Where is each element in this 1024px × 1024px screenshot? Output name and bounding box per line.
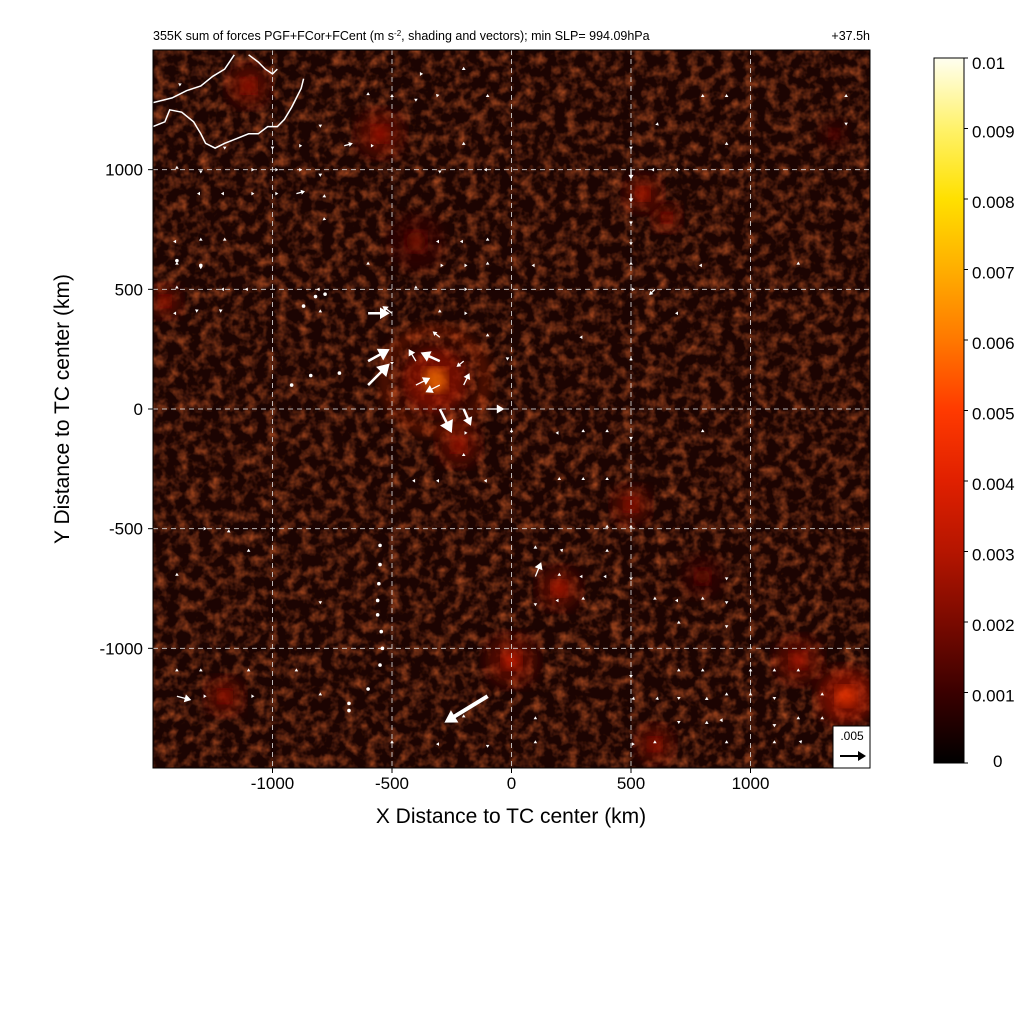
colorbar-tick-label: 0.003 — [972, 546, 1015, 565]
shading-hotspot-core — [241, 78, 256, 93]
colorbar-ticks: 0 0.001 0.002 0.003 0.004 0.005 0.006 0.007 0.00… — [964, 54, 1015, 771]
shading-hotspot-core — [695, 569, 710, 584]
shading-hotspot-core — [552, 581, 567, 596]
colorbar-tick-label: 0.002 — [972, 616, 1015, 635]
island — [379, 630, 383, 634]
colorbar-tick-label: 0.01 — [972, 54, 1005, 73]
x-tick-label: 500 — [617, 774, 645, 793]
island — [381, 647, 385, 651]
x-tick-label: -1000 — [251, 774, 294, 793]
island — [376, 613, 380, 617]
colorbar-tick-label: 0.008 — [972, 193, 1015, 212]
chart-title: 355K sum of forces PGF+FCor+FCent (m s-2… — [153, 29, 650, 44]
shading-hotspot-core — [636, 187, 649, 200]
shading-hotspot-core — [218, 690, 231, 703]
shading-hotspot-core — [406, 231, 426, 251]
island — [347, 702, 351, 706]
y-axis: 1000 500 0 -500 -1000 — [100, 161, 153, 659]
island — [290, 383, 294, 387]
colorbar-tick-label: 0.007 — [972, 264, 1015, 283]
colorbar-ramp — [934, 58, 964, 763]
shading-hotspot-core — [790, 652, 807, 669]
y-tick-label: 0 — [134, 400, 143, 419]
y-tick-label: 1000 — [105, 161, 143, 180]
island — [366, 687, 370, 691]
island — [309, 374, 313, 378]
x-tick-label: 1000 — [732, 774, 770, 793]
y-tick-label: 500 — [115, 280, 143, 299]
shading-hotspot-core — [648, 737, 661, 750]
reference-vector-label: .005 — [840, 729, 864, 743]
colorbar-tick-label: 0.009 — [972, 123, 1015, 142]
plot-area — [148, 50, 875, 768]
colorbar-tick-label: 0 — [993, 752, 1002, 771]
island — [302, 304, 306, 308]
y-tick-label: -500 — [109, 520, 143, 539]
reference-vector-box: .005 — [833, 726, 870, 768]
island — [378, 663, 382, 667]
colorbar-tick-label: 0.001 — [972, 687, 1015, 706]
island — [378, 563, 382, 567]
island — [377, 582, 381, 586]
colorbar-tick-label: 0.006 — [972, 334, 1015, 353]
shading-hotspot-core — [829, 129, 839, 139]
x-axis: -1000 -500 0 500 1000 — [251, 768, 770, 793]
island — [378, 544, 382, 548]
island — [338, 371, 342, 375]
shading-hotspot-core — [159, 295, 171, 307]
colorbar-tick-label: 0.004 — [972, 475, 1015, 494]
shading-hotspot-core — [451, 437, 466, 452]
chart-figure: 355K sum of forces PGF+FCor+FCent (m s-2… — [0, 0, 1024, 1024]
island — [314, 295, 318, 299]
x-tick-label: -500 — [375, 774, 409, 793]
y-tick-label: -1000 — [100, 639, 143, 658]
x-axis-label: X Distance to TC center (km) — [376, 805, 646, 828]
x-tick-label: 0 — [507, 774, 516, 793]
shading-hotspot-core — [836, 686, 856, 706]
y-axis-label: Y Distance to TC center (km) — [51, 274, 74, 544]
shading-hotspot-core — [372, 125, 389, 142]
time-label: +37.5h — [831, 29, 870, 43]
island — [376, 599, 380, 603]
colorbar-tick-label: 0.005 — [972, 405, 1015, 424]
shading-hotspot-core — [662, 213, 672, 223]
island — [323, 292, 327, 296]
colorbar: 0 0.001 0.002 0.003 0.004 0.005 0.006 0.007 0.00… — [934, 54, 1015, 771]
island — [347, 709, 351, 713]
